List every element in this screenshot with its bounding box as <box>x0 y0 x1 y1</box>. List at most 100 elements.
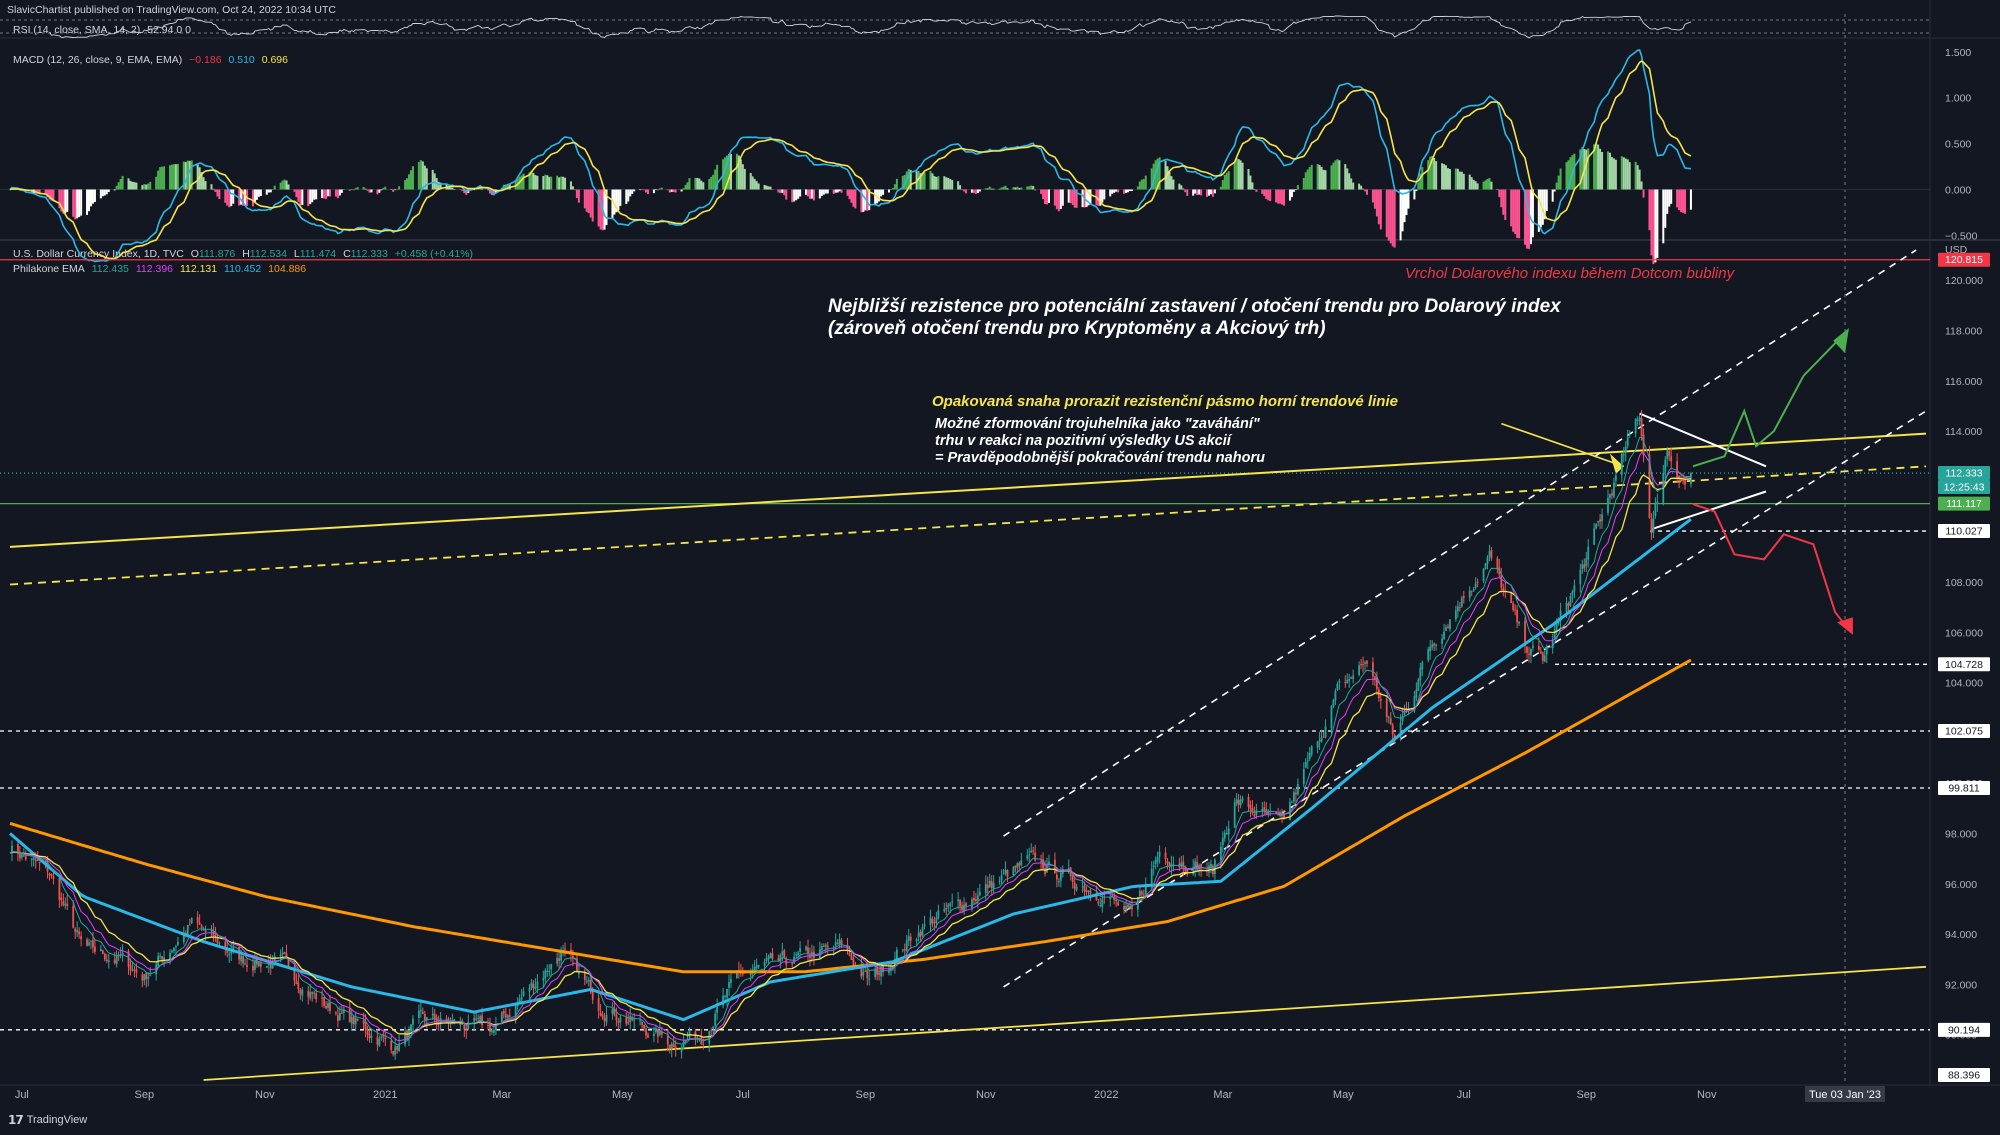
candle-body <box>463 1024 466 1030</box>
macd-histogram-bar <box>710 176 713 190</box>
macd-histogram-bar <box>1207 189 1210 196</box>
candle-body <box>633 1019 636 1021</box>
tradingview-footer[interactable]: 𝟭𝟳 TradingView <box>8 1113 87 1127</box>
candle-body <box>145 972 148 980</box>
macd-histogram-bar <box>534 175 537 190</box>
candle-body <box>797 952 800 956</box>
candle-body <box>390 1040 393 1050</box>
macd-histogram-bar <box>1407 189 1410 209</box>
macd-histogram-bar <box>1516 189 1519 238</box>
macd-histogram-bar <box>58 189 61 209</box>
candle-body <box>1113 896 1116 901</box>
macd-histogram-bar <box>729 154 732 190</box>
candle-body <box>1599 519 1601 522</box>
macd-histogram-bar <box>1670 189 1673 204</box>
symbol-legend[interactable]: U.S. Dollar Currency Index, 1D, TVC O111… <box>13 248 477 260</box>
candle-body <box>986 885 989 889</box>
red-projection-arrowhead <box>1837 617 1853 635</box>
macd-histogram-bar <box>783 189 786 196</box>
candle-body <box>905 940 908 952</box>
candle-body <box>1172 863 1175 865</box>
candle-body <box>1585 558 1588 567</box>
macd-histogram-bar <box>1443 164 1446 190</box>
macd-histogram-bar <box>168 165 171 190</box>
candle-body <box>572 955 574 959</box>
candle-body <box>396 1046 399 1050</box>
candle-body <box>76 930 79 933</box>
candle-body <box>645 1028 647 1036</box>
candle-body <box>1375 677 1378 690</box>
candle-body <box>672 1043 675 1048</box>
macd-histogram-bar <box>1332 162 1335 190</box>
candle-body <box>852 958 855 967</box>
macd-histogram-bar <box>591 189 594 222</box>
candle-body <box>1431 644 1434 648</box>
macd-histogram-bar <box>1109 189 1112 197</box>
candle-body <box>380 1036 383 1038</box>
candle-body <box>947 904 950 908</box>
triangle-note-2: trhu v reakci na pozitivní výsledky US a… <box>935 433 1231 449</box>
macd-histogram-bar <box>1316 164 1319 190</box>
candle-body <box>1293 792 1295 802</box>
candle-body <box>1346 679 1349 684</box>
candle-body <box>1235 799 1238 804</box>
macd-pane <box>0 49 1930 265</box>
candle-body <box>259 963 262 967</box>
macd-legend[interactable]: MACD (12, 26, close, 9, EMA, EMA) −0.186… <box>13 54 292 66</box>
time-axis-label: 2022 <box>1094 1089 1118 1101</box>
candle-body <box>1640 417 1643 437</box>
macd-histogram-bar <box>1352 182 1355 190</box>
macd-histogram-bar <box>852 189 855 207</box>
candle-body <box>929 917 932 925</box>
candle-body <box>992 883 995 889</box>
macd-histogram-bar <box>1371 189 1374 203</box>
candle-body <box>293 966 296 981</box>
candle-body <box>32 857 35 860</box>
candle-body <box>226 948 229 953</box>
candle-body <box>1048 861 1050 865</box>
candle-body <box>350 1016 353 1024</box>
yellow-upper-trendline <box>9 432 1927 548</box>
time-axis-label: May <box>1333 1089 1354 1101</box>
candle-body <box>722 995 724 1006</box>
candle-body <box>38 861 41 863</box>
macd-value-3: 0.696 <box>261 54 288 66</box>
candle-body <box>901 949 904 951</box>
macd-histogram-bar <box>1170 176 1173 190</box>
candle-body <box>1443 631 1445 639</box>
macd-histogram-bar <box>101 189 104 197</box>
ema-legend[interactable]: Philakone EMA 112.435 112.396 112.131 11… <box>13 263 310 275</box>
change-value: +0.458 (+0.41%) <box>394 248 474 260</box>
candle-body <box>1573 585 1576 592</box>
macd-histogram-bar <box>1166 166 1169 190</box>
macd-histogram-bar <box>157 170 160 190</box>
candle-body <box>591 990 594 1000</box>
macd-histogram-bar <box>259 189 262 197</box>
candle-body <box>763 961 766 966</box>
candle-body <box>1233 802 1236 828</box>
candle-body <box>1407 709 1410 711</box>
candle-body <box>299 989 302 995</box>
macd-histogram-bar <box>1168 171 1171 190</box>
candle-body <box>171 950 173 953</box>
candle-body <box>1283 814 1285 819</box>
macd-histogram-bar <box>340 189 343 193</box>
candle-body <box>212 931 215 936</box>
macd-tick-label: −0.500 <box>1945 230 1978 242</box>
macd-histogram-bar <box>1445 165 1448 190</box>
candle-body <box>931 918 934 924</box>
macd-histogram-bar <box>52 189 55 202</box>
macd-histogram-bar <box>1012 187 1015 190</box>
macd-histogram-bar <box>453 189 456 190</box>
candle-body <box>1490 549 1493 559</box>
time-axis-label: Sep <box>135 1089 155 1101</box>
candle-body <box>749 971 752 976</box>
macd-histogram-bar <box>64 189 67 214</box>
macd-histogram-bar <box>1610 157 1613 190</box>
time-cursor-tag <box>1805 1086 1885 1102</box>
macd-histogram-bar <box>325 189 328 199</box>
macd-histogram-bar <box>672 189 675 193</box>
macd-histogram-bar <box>832 189 835 194</box>
macd-histogram-bar <box>931 173 934 190</box>
